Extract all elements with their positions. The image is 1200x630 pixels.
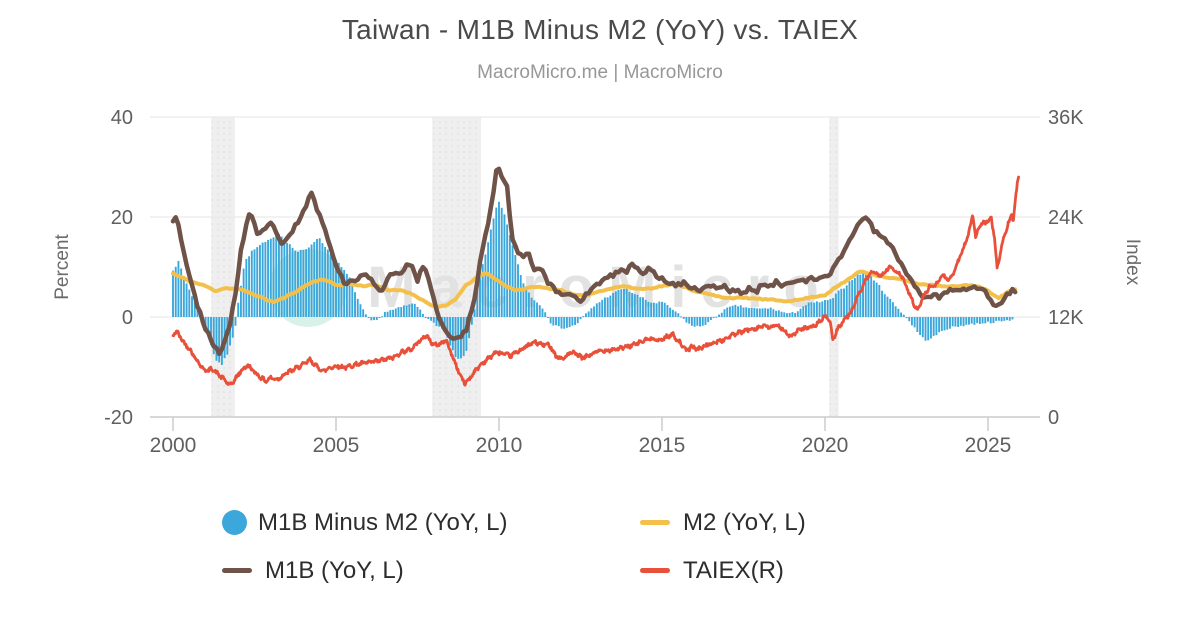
- chart-subtitle: MacroMicro.me | MacroMicro: [477, 62, 723, 83]
- legend-item-taiex[interactable]: TAIEX(R): [640, 551, 806, 590]
- right-axis-tick: 0: [1048, 407, 1059, 429]
- m1b-minus-m2-dot-icon: [222, 510, 247, 535]
- legend-label: M1B (YoY, L): [265, 556, 404, 584]
- right-axis-tick: 36K: [1048, 107, 1084, 129]
- legend-label: M2 (YoY, L): [683, 508, 806, 536]
- legend-item-m1b[interactable]: M1B (YoY, L): [222, 551, 640, 590]
- right-axis-tick: 12K: [1048, 307, 1084, 329]
- right-axis-title: Index: [1122, 239, 1143, 286]
- legend-item-m2[interactable]: M2 (YoY, L): [640, 503, 806, 542]
- legend-label: TAIEX(R): [683, 556, 784, 584]
- chart-legend: M1B Minus M2 (YoY, L) M2 (YoY, L) M1B (Y…: [222, 503, 806, 590]
- x-axis-tick: 2015: [639, 434, 686, 457]
- legend-item-m1b-minus-m2[interactable]: M1B Minus M2 (YoY, L): [222, 503, 640, 542]
- x-axis-tick: 2020: [802, 434, 849, 457]
- x-axis-tick: 2010: [476, 434, 523, 457]
- m2-yoy-line: [171, 269, 1018, 310]
- m1b-line-icon: [222, 568, 252, 573]
- legend-label: M1B Minus M2 (YoY, L): [258, 508, 508, 536]
- m2-line-icon: [640, 520, 670, 525]
- x-axis-tick: 2005: [313, 434, 360, 457]
- taiex-line: [171, 175, 1020, 387]
- left-axis-tick: 0: [122, 307, 133, 329]
- x-axis-tick: 2025: [965, 434, 1012, 457]
- left-axis-tick: 20: [111, 207, 133, 229]
- left-axis-title: Percent: [52, 234, 73, 300]
- page-title: Taiwan - M1B Minus M2 (YoY) vs. TAIEX: [341, 14, 859, 45]
- taiex-line-icon: [640, 568, 670, 573]
- x-axis-tick: 2000: [150, 434, 197, 457]
- m1b-yoy-line: [170, 166, 1018, 357]
- left-axis-tick: 40: [111, 107, 133, 129]
- left-axis-tick: -20: [104, 407, 133, 429]
- right-axis-tick: 24K: [1048, 207, 1084, 229]
